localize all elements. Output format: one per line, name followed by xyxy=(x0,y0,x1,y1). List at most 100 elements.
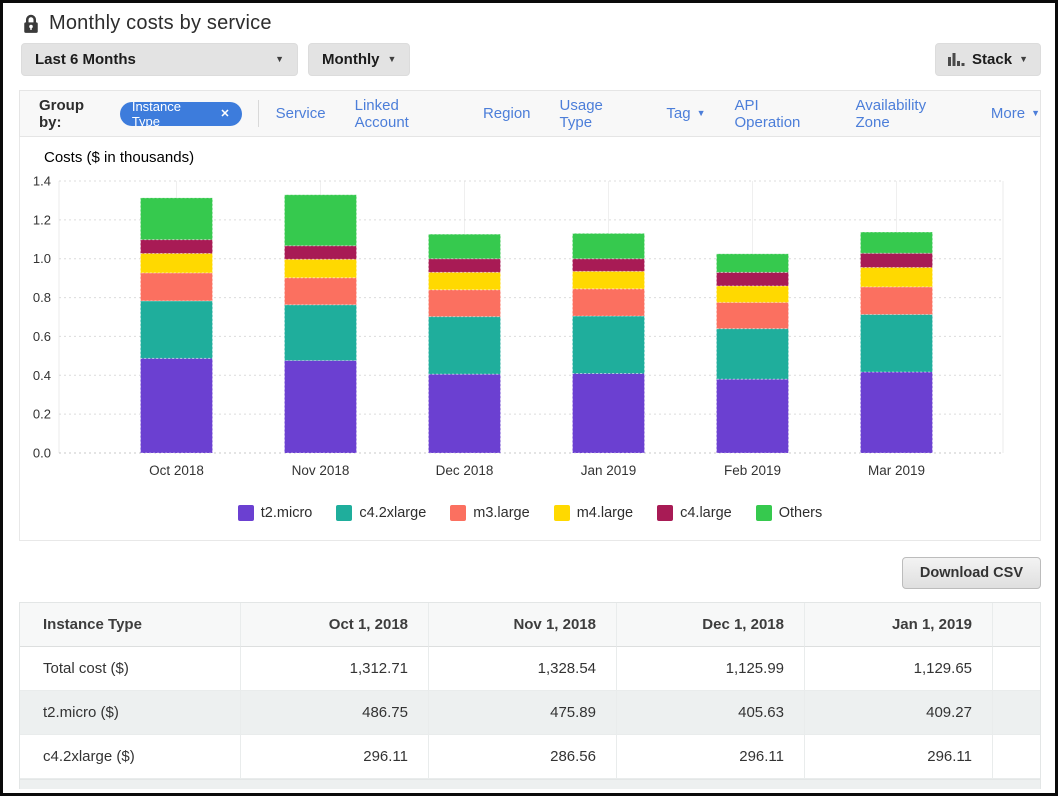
cost-value: 1,125.99 xyxy=(617,647,805,691)
bar-segment-feb-2019-m4-large[interactable] xyxy=(716,285,789,303)
bar-segment-jan-2019-c4-2xlarge[interactable] xyxy=(572,315,645,375)
cost-value: 475.89 xyxy=(429,691,617,735)
bar-segment-nov-2018-c4-2xlarge[interactable] xyxy=(284,304,357,362)
legend-item-m4-large[interactable]: m4.large xyxy=(553,505,633,521)
bar-segment-mar-2019-c4-2xlarge[interactable] xyxy=(860,313,933,373)
y-tick-label: 1.2 xyxy=(33,212,51,227)
table-row-partial xyxy=(20,779,1040,789)
group-by-pill-instance-type[interactable]: Instance Type ✕ xyxy=(119,98,242,129)
bar-segment-nov-2018-t2-micro[interactable] xyxy=(284,360,357,454)
group-by-link-tag[interactable]: Tag ▼ xyxy=(666,105,706,122)
bar-segment-nov-2018-m4-large[interactable] xyxy=(284,258,357,279)
chart-card: Costs ($ in thousands) 0.0 0.2 0.4 0.6 0.8 1.… xyxy=(19,137,1041,541)
legend-label: t2.micro xyxy=(260,505,313,521)
y-tick-label: 1.0 xyxy=(33,251,51,266)
page-title: Monthly costs by service xyxy=(49,12,272,34)
chart-style-dropdown[interactable]: Stack ▼ xyxy=(935,43,1041,76)
legend-item-m3-large[interactable]: m3.large xyxy=(450,505,530,521)
legend-item-t2-micro[interactable]: t2.micro xyxy=(237,505,313,521)
bar-segment-oct-2018-t2-micro[interactable] xyxy=(140,357,213,454)
granularity-label: Monthly xyxy=(322,51,380,68)
legend-label: m3.large xyxy=(473,505,530,521)
bar-segment-jan-2019-t2-micro[interactable] xyxy=(572,373,645,454)
cost-value: 405.63 xyxy=(617,691,805,735)
bar-segment-oct-2018-others[interactable] xyxy=(140,197,213,241)
group-by-link-linked-account[interactable]: Linked Account xyxy=(354,96,409,131)
column-header-date: Nov 1, 2018 xyxy=(429,603,617,647)
bar-segment-mar-2019-c4-large[interactable] xyxy=(860,252,933,268)
table-row-t2-micro: t2.micro ($) 486.75 475.89 405.63 409.27 xyxy=(20,691,1040,735)
caret-down-icon: ▼ xyxy=(696,108,706,118)
chart-title: Costs ($ in thousands) xyxy=(44,149,195,166)
bar-segment-jan-2019-others[interactable] xyxy=(572,232,645,260)
group-by-pill-label: Instance Type xyxy=(131,98,181,129)
bar-segment-oct-2018-c4-large[interactable] xyxy=(140,239,213,254)
bar-segment-jan-2019-m3-large[interactable] xyxy=(572,288,645,317)
bar-segment-feb-2019-c4-2xlarge[interactable] xyxy=(716,328,789,380)
bar-segment-oct-2018-m3-large[interactable] xyxy=(140,272,213,302)
time-range-dropdown[interactable]: Last 6 Months ▼ xyxy=(21,43,298,76)
y-tick-label: 1.4 xyxy=(33,174,51,189)
bar-segment-mar-2019-t2-micro[interactable] xyxy=(860,371,933,454)
x-category-label: Mar 2019 xyxy=(868,463,925,478)
bar-segment-feb-2019-others[interactable] xyxy=(716,253,789,273)
x-category-label: Jan 2019 xyxy=(581,463,637,478)
bar-segment-oct-2018-c4-2xlarge[interactable] xyxy=(140,300,213,359)
y-tick-label: 0.8 xyxy=(33,290,51,305)
legend-swatch xyxy=(657,505,674,521)
table-row-c4-2xlarge: c4.2xlarge ($) 296.11 286.56 296.11 296.11 xyxy=(20,735,1040,779)
bar-segment-jan-2019-m4-large[interactable] xyxy=(572,270,645,290)
legend-label: Others xyxy=(778,505,823,521)
table-row-total-cost: Total cost ($) 1,312.71 1,328.54 1,125.99 1,… xyxy=(20,647,1040,691)
bar-segment-dec-2018-m3-large[interactable] xyxy=(428,289,501,318)
bar-segment-dec-2018-c4-large[interactable] xyxy=(428,258,501,273)
report-header: Monthly costs by service xyxy=(3,3,1055,35)
bar-segment-mar-2019-others[interactable] xyxy=(860,231,933,254)
legend-item-c4-2xlarge[interactable]: c4.2xlarge xyxy=(336,505,426,521)
cost-value: 1,328.54 xyxy=(429,647,617,691)
stacked-bar-chart: 0.0 0.2 0.4 0.6 0.8 1.0 1.2 1.4 Oct 2018 Nov 2018… xyxy=(33,174,1004,478)
group-by-link-region[interactable]: Region xyxy=(482,105,531,122)
close-icon[interactable]: ✕ xyxy=(220,108,230,120)
cost-table: Instance Type Oct 1, 2018 Nov 1, 2018 Dec 1… xyxy=(19,602,1041,789)
download-csv-button[interactable]: Download CSV xyxy=(901,557,1041,589)
divider xyxy=(257,100,259,127)
y-tick-label: 0.0 xyxy=(33,446,51,461)
group-by-link-availability-zone[interactable]: Availability Zone xyxy=(855,96,927,131)
bar-segment-mar-2019-m4-large[interactable] xyxy=(860,266,933,288)
bar-segment-jan-2019-c4-large[interactable] xyxy=(572,258,645,272)
group-by-link-more[interactable]: More ▼ xyxy=(990,105,1040,122)
caret-down-icon: ▼ xyxy=(1019,54,1028,64)
bar-segment-nov-2018-others[interactable] xyxy=(284,194,357,247)
group-by-link-usage-type[interactable]: Usage Type xyxy=(559,96,603,131)
bar-segment-nov-2018-c4-large[interactable] xyxy=(284,245,357,260)
group-by-link-api-operation[interactable]: API Operation xyxy=(734,96,801,131)
bar-segment-feb-2019-c4-large[interactable] xyxy=(716,271,789,287)
bar-segment-dec-2018-others[interactable] xyxy=(428,233,501,260)
legend-swatch xyxy=(450,505,467,521)
bar-segment-mar-2019-m3-large[interactable] xyxy=(860,286,933,315)
bar-segment-oct-2018-m4-large[interactable] xyxy=(140,252,213,274)
group-by-links: Service Linked Account Region Usage Type Tag… xyxy=(276,97,1040,131)
group-by-link-service[interactable]: Service xyxy=(275,105,326,122)
bar-segment-dec-2018-c4-2xlarge[interactable] xyxy=(428,316,501,375)
table-header-row: Instance Type Oct 1, 2018 Nov 1, 2018 Dec 1… xyxy=(20,603,1040,647)
time-range-label: Last 6 Months xyxy=(35,51,136,68)
granularity-dropdown[interactable]: Monthly ▼ xyxy=(308,43,411,76)
cost-value: 486.75 xyxy=(241,691,429,735)
bar-segment-dec-2018-t2-micro[interactable] xyxy=(428,373,501,454)
bar-segment-feb-2019-m3-large[interactable] xyxy=(716,301,789,330)
caret-down-icon: ▼ xyxy=(1031,108,1040,118)
report-controls: Last 6 Months ▼ Monthly ▼ Stack ▼ xyxy=(21,43,1041,76)
y-tick-label: 0.4 xyxy=(33,368,51,383)
cost-value xyxy=(993,735,1040,779)
legend-swatch xyxy=(755,505,772,521)
bar-segment-feb-2019-t2-micro[interactable] xyxy=(716,378,789,454)
bar-segment-dec-2018-m4-large[interactable] xyxy=(428,271,501,291)
cost-value: 286.56 xyxy=(429,735,617,779)
x-category-label: Feb 2019 xyxy=(724,463,781,478)
legend-item-c4-large[interactable]: c4.large xyxy=(657,505,732,521)
bar-segment-nov-2018-m3-large[interactable] xyxy=(284,277,357,306)
legend-item-others[interactable]: Others xyxy=(755,505,823,521)
